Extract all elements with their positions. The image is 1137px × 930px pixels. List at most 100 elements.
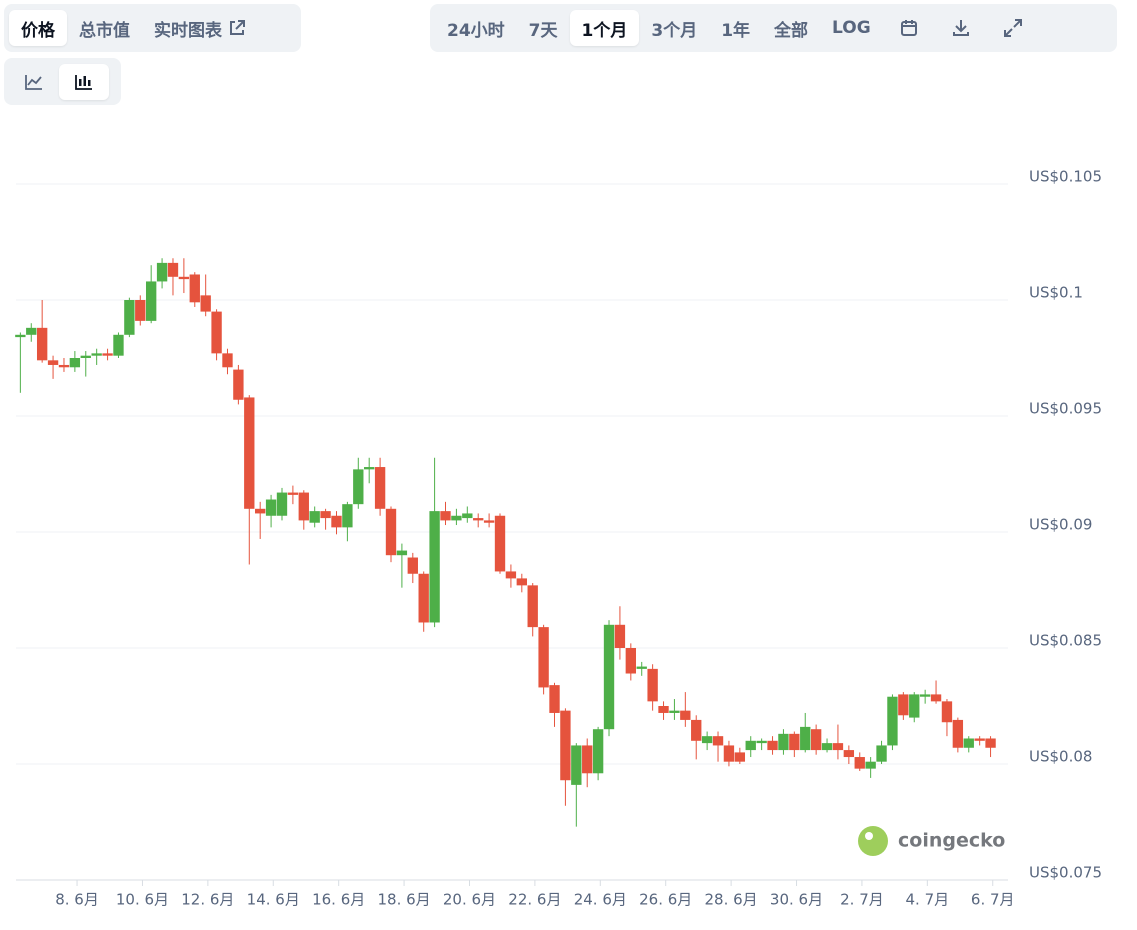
y-tick-label: US$0.085 <box>1029 632 1102 650</box>
external-link-icon <box>230 20 245 35</box>
candle-body <box>505 571 517 579</box>
candle-body <box>167 262 179 277</box>
candle-body <box>113 334 124 356</box>
candle-body <box>941 701 953 723</box>
x-tick-label: 30. 6月 <box>770 891 823 909</box>
candle-body <box>778 733 789 751</box>
candle-body <box>963 738 974 748</box>
y-tick-label: US$0.09 <box>1029 516 1092 534</box>
candle-body <box>462 513 473 519</box>
range-button[interactable]: 7天 <box>528 20 558 41</box>
range-button[interactable]: 24小时 <box>447 20 505 41</box>
candle-body <box>603 624 615 730</box>
range-button[interactable]: 3个月 <box>651 20 698 41</box>
candle-body <box>658 706 669 713</box>
candle-body <box>647 668 658 702</box>
candle-body <box>538 627 549 688</box>
calendar-button[interactable] <box>883 10 935 46</box>
metric-tabs: 价格 总市值 实时图表 <box>4 4 301 52</box>
candle-body <box>36 327 48 361</box>
candle-body <box>930 694 942 702</box>
candle-body <box>320 511 331 519</box>
candle-body <box>723 745 735 762</box>
candle-body <box>331 515 342 528</box>
x-tick-label: 18. 6月 <box>377 891 430 909</box>
x-tick-label: 10. 6月 <box>116 891 169 909</box>
candle-body <box>800 726 811 751</box>
candle-body <box>189 274 200 303</box>
x-tick-label: 20. 6月 <box>443 891 496 909</box>
candle-chart-button[interactable] <box>59 63 109 100</box>
candle-body <box>483 520 495 523</box>
candle-body <box>396 550 408 556</box>
candle-icon <box>75 74 92 90</box>
candle-body <box>854 757 865 769</box>
y-tick-label: US$0.075 <box>1029 864 1102 882</box>
candle-body <box>135 300 146 321</box>
download-button[interactable] <box>935 10 987 46</box>
x-tick-label: 24. 6月 <box>574 891 627 909</box>
candle-body <box>298 492 309 521</box>
candle-body <box>909 694 920 718</box>
tab[interactable]: 实时图表 <box>142 10 258 46</box>
x-tick-label: 12. 6月 <box>181 891 234 909</box>
calendar-icon <box>900 20 917 36</box>
candle-body <box>582 745 593 774</box>
candle-body <box>102 353 113 356</box>
candle-body <box>287 492 299 495</box>
x-tick-label: 14. 6月 <box>247 891 300 909</box>
candle-body <box>810 729 822 751</box>
candle-body <box>516 578 527 586</box>
y-tick-label: US$0.1 <box>1029 284 1083 302</box>
candle-body <box>407 557 418 574</box>
tab[interactable]: 总市值 <box>79 20 130 41</box>
candle-body <box>821 743 833 751</box>
fullscreen-button[interactable] <box>987 10 1039 46</box>
download-icon <box>952 20 969 36</box>
candle-body <box>919 694 931 697</box>
range-button[interactable]: 全部 <box>774 20 809 41</box>
tab[interactable]: 价格 <box>9 10 67 46</box>
y-tick-label: US$0.08 <box>1029 748 1092 766</box>
candle-body <box>364 467 375 470</box>
candle-body <box>974 738 985 741</box>
range-button[interactable]: 1个月 <box>569 10 640 46</box>
candle-body <box>47 360 59 365</box>
candle-body <box>789 733 800 751</box>
x-tick-label: 2. 7月 <box>840 891 884 909</box>
log-button[interactable]: LOG <box>832 18 871 38</box>
candle-body <box>276 492 288 516</box>
candle-body <box>211 311 222 354</box>
range-button[interactable]: 1年 <box>721 20 751 41</box>
candle-body <box>15 334 26 338</box>
candle-body <box>571 745 582 785</box>
candle-body <box>865 761 876 769</box>
candle-body <box>680 710 691 720</box>
candle-body <box>625 648 636 674</box>
candle-body <box>222 353 233 368</box>
candle-body <box>898 694 909 716</box>
candle-body <box>712 736 724 746</box>
candle-body <box>440 511 451 521</box>
candle-body <box>309 511 320 523</box>
candle-body <box>91 353 102 356</box>
candle-body <box>145 281 157 321</box>
line-chart-button[interactable] <box>9 64 59 100</box>
y-tick-label: US$0.105 <box>1029 168 1102 186</box>
candle-body <box>887 696 898 746</box>
x-tick-label: 22. 6月 <box>508 891 561 909</box>
candle-body <box>701 736 713 744</box>
candle-body <box>952 719 964 748</box>
candle-body <box>734 752 746 762</box>
candle-body <box>767 740 778 751</box>
y-tick-label: US$0.095 <box>1029 400 1102 418</box>
candle-body <box>385 508 397 556</box>
candle-body <box>233 369 244 400</box>
candle-body <box>124 300 135 335</box>
candle-body <box>614 624 626 648</box>
x-tick-label: 26. 6月 <box>639 891 692 909</box>
candle-body <box>876 745 887 762</box>
range-tabs: 24小时 7天 1个月 3个月 1年 全部 LOG <box>430 4 1117 52</box>
